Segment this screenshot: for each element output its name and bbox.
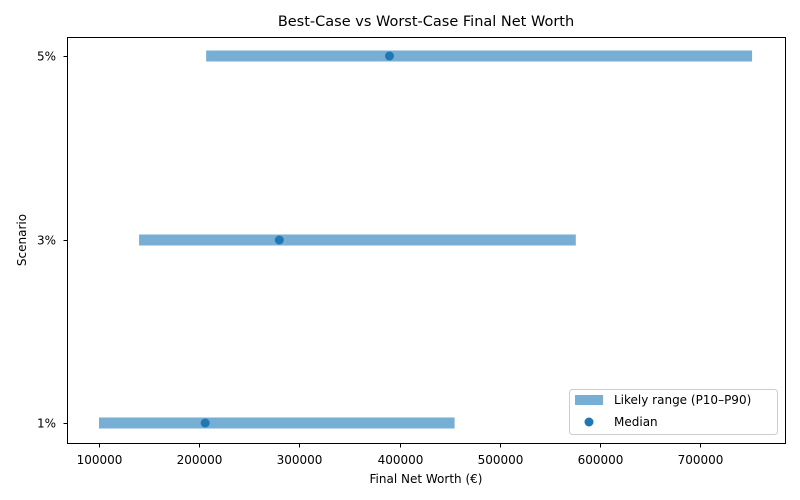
y-tick-label: 1%: [37, 417, 56, 431]
y-tick-label: 3%: [37, 234, 56, 248]
x-axis-ticks: 100000 200000 300000 400000 500000 600000 7000…: [77, 443, 724, 467]
legend-box: [569, 389, 778, 435]
chart-title: Best-Case vs Worst-Case Final Net Worth: [278, 14, 574, 30]
x-tick-label: 700000: [678, 453, 724, 467]
x-tick-label: 300000: [277, 453, 323, 467]
x-tick-label: 500000: [478, 453, 524, 467]
range-bar: [139, 234, 576, 246]
range-bar: [99, 417, 455, 429]
median-marker: [384, 51, 394, 61]
range-bar: [206, 50, 753, 62]
x-axis-label: Final Net Worth (€): [370, 472, 483, 486]
y-axis-ticks: 1% 3% 5%: [37, 50, 68, 431]
y-tick-label: 5%: [37, 50, 56, 64]
range-bars: [99, 50, 753, 429]
x-tick-label: 400000: [378, 453, 424, 467]
y-axis-label: Scenario: [15, 214, 29, 266]
x-tick-label: 600000: [578, 453, 624, 467]
median-points: [200, 51, 394, 428]
legend-median-label: Median: [614, 415, 658, 429]
legend-range-swatch: [575, 395, 603, 405]
legend: Likely range (P10–P90) Median: [569, 389, 778, 435]
x-tick-label: 200000: [177, 453, 223, 467]
legend-median-marker: [584, 417, 594, 427]
median-marker: [200, 418, 210, 428]
median-marker: [274, 235, 284, 245]
legend-range-label: Likely range (P10–P90): [614, 393, 751, 407]
x-tick-label: 100000: [77, 453, 123, 467]
